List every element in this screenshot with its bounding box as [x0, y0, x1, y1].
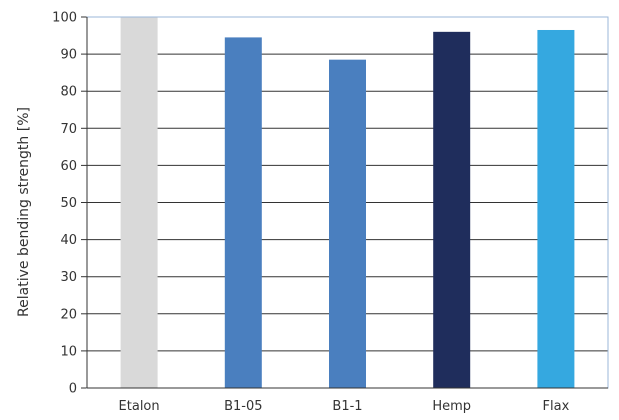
x-tick-label: B1-05 — [224, 399, 262, 414]
x-tick-labels: Etalon B1-05 B1-1 Hemp Flax — [119, 399, 570, 414]
x-tick-label: Flax — [543, 399, 570, 414]
y-axis-title: Relative bending strength [%] — [16, 107, 32, 317]
bar-b1-05 — [224, 37, 262, 388]
bar-hemp — [433, 31, 471, 389]
y-tick-label: 0 — [69, 382, 77, 397]
y-tick-label: 30 — [60, 270, 77, 285]
bars — [120, 17, 575, 389]
x-tick-label: Etalon — [119, 399, 160, 414]
y-tick-label: 10 — [60, 344, 77, 359]
y-tick-label: 50 — [60, 196, 77, 211]
y-tick-label: 90 — [60, 48, 77, 63]
y-tick-label: 20 — [60, 307, 77, 322]
bar-b1-1 — [329, 59, 366, 388]
x-tick-label: Hemp — [432, 399, 471, 414]
bar-etalon — [120, 17, 158, 388]
y-tick-labels: 0 10 20 30 40 50 60 70 80 90 100 — [52, 11, 77, 397]
y-tick-label: 100 — [52, 11, 77, 26]
bar-flax — [537, 29, 575, 389]
y-tick-label: 60 — [60, 159, 77, 174]
y-tick-label: 70 — [60, 122, 77, 137]
y-tick-label: 40 — [60, 233, 77, 248]
x-tick-label: B1-1 — [332, 399, 362, 414]
y-tick-label: 80 — [60, 85, 77, 100]
